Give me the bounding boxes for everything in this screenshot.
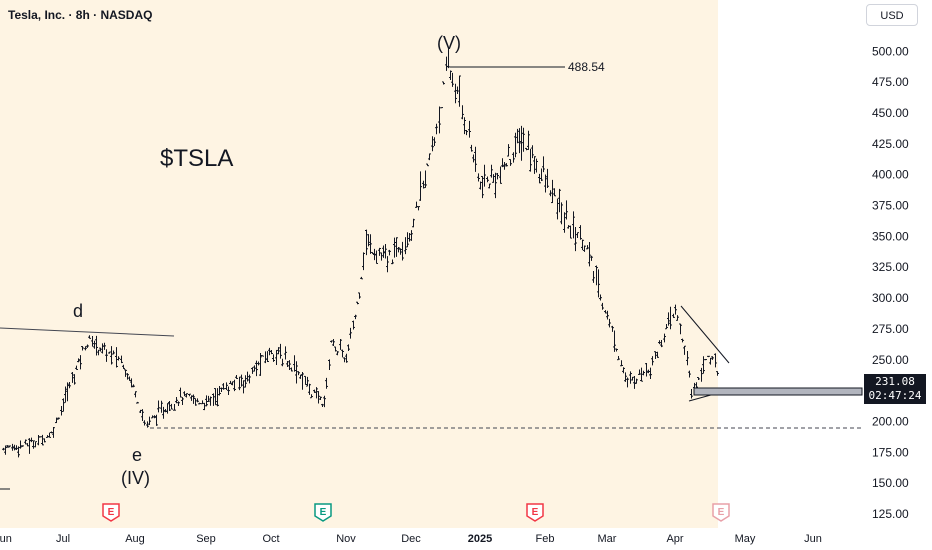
price-bars [2,46,719,458]
x-tick-label: Sep [196,533,216,545]
chart-title: Tesla, Inc. · 8h · NASDAQ [8,8,153,22]
y-tick-label: 275.00 [872,322,909,336]
ticker-label: $TSLA [160,145,233,172]
wave-d-label: d [73,301,83,321]
y-tick-label: 325.00 [872,260,909,274]
y-tick-label: 200.00 [872,414,909,428]
y-tick-label: 250.00 [872,353,909,367]
y-tick-label: 175.00 [872,445,909,459]
y-tick-label: 350.00 [872,229,909,243]
x-tick-label: Feb [536,533,555,545]
earnings-marker: E [102,503,120,522]
x-tick-label: Jul [56,533,70,545]
earnings-marker-label: E [532,507,539,518]
peak-price-label: 488.54 [568,60,605,74]
x-tick-label: Jun [0,533,12,545]
x-tick-label: Dec [401,533,421,545]
wave-v-label: (V) [437,33,461,53]
last-price-value: 231.08 [875,375,915,388]
y-tick-label: 450.00 [872,106,909,120]
earnings-marker: E [712,503,730,522]
x-tick-label: Apr [666,533,683,545]
earnings-marker-label: E [718,507,725,518]
y-tick-label: 500.00 [872,44,909,58]
earnings-marker-shape [314,503,332,522]
x-tick-label: Mar [598,533,617,545]
x-tick-label: May [735,533,756,545]
x-tick-label: Nov [336,533,356,545]
earnings-marker-label: E [320,507,327,518]
earnings-marker-shape [102,503,120,522]
trendline-d [0,327,175,337]
y-tick-label: 150.00 [872,476,909,490]
currency-button[interactable]: USD [866,4,918,26]
earnings-marker: E [526,503,544,522]
y-tick-label: 475.00 [872,75,909,89]
y-tick-label: 300.00 [872,291,909,305]
y-tick-label: 375.00 [872,199,909,213]
wave-e-label: e [132,445,142,465]
x-tick-label: Jun [804,533,822,545]
triangle-upper-line [680,305,730,364]
y-tick-label: 425.00 [872,137,909,151]
earnings-marker-shape [526,503,544,522]
x-tick-label: 2025 [468,533,492,545]
x-tick-label: Oct [262,533,279,545]
earnings-marker-label: E [108,507,115,518]
price-box [693,387,863,396]
y-tick-label: 400.00 [872,168,909,182]
x-tick-label: Aug [125,533,145,545]
wave-iv-label: (IV) [121,468,150,488]
y-tick-label: 125.00 [872,507,909,521]
session-highlight [0,0,718,528]
bar-countdown: 02:47:24 [868,389,922,402]
earnings-marker: E [314,503,332,522]
earnings-marker-shape [712,503,730,522]
last-price-tag: 231.08 02:47:24 [864,374,926,404]
